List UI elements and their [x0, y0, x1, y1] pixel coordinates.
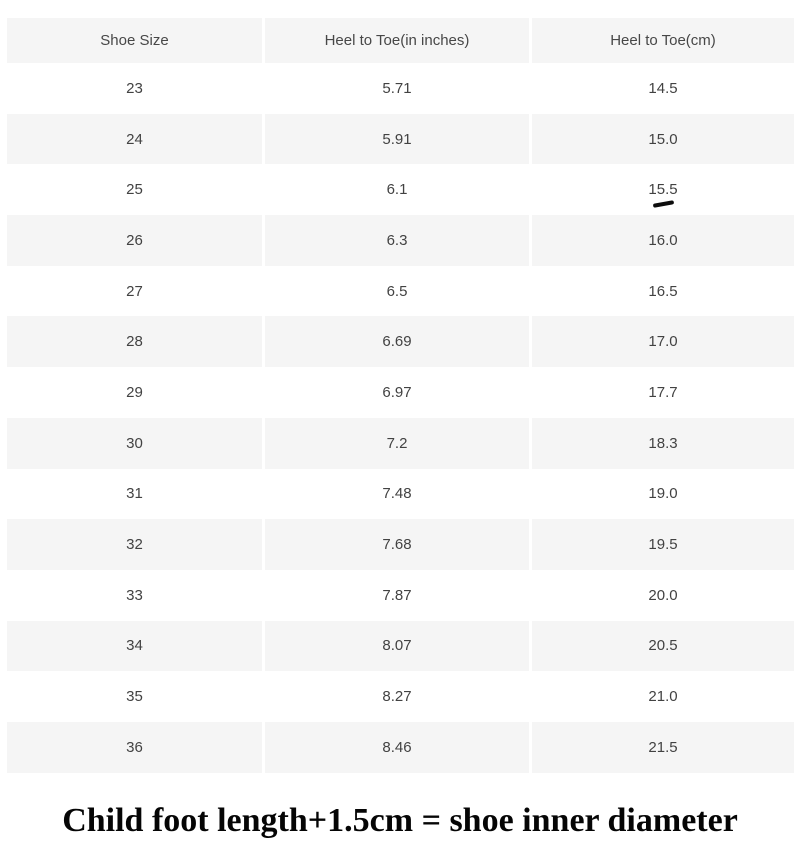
table-cell: 31 [7, 468, 262, 520]
table-row: 36 8.46 21.5 [7, 721, 794, 773]
table-cell: 36 [7, 721, 262, 773]
table-cell: 33 [7, 569, 262, 621]
table-cell: 19.0 [532, 468, 794, 520]
table-cell: 32 [7, 519, 262, 570]
table-cell: 8.46 [265, 721, 529, 773]
table-row: 23 5.71 14.5 [7, 63, 794, 114]
table-cell: 6.97 [265, 367, 529, 418]
table-cell: 18.3 [532, 417, 794, 469]
table-cell: 6.5 [265, 265, 529, 317]
table-cell: 35 [7, 671, 262, 722]
table-cell: 6.3 [265, 215, 529, 266]
table-header-row: Shoe Size Heel to Toe(in inches) Heel to… [7, 18, 794, 63]
table-cell: 15.0 [532, 113, 794, 165]
table-cell: 28 [7, 316, 262, 368]
table-cell: 8.27 [265, 671, 529, 722]
table-body: 23 5.71 14.5 24 5.91 15.0 25 6.1 15.5 26 6.3 16.0 27… [7, 63, 794, 773]
table-cell: 26 [7, 215, 262, 266]
table-row: 33 7.87 20.0 [7, 569, 794, 621]
table-cell: 21.5 [532, 721, 794, 773]
table-cell: 16.0 [532, 215, 794, 266]
header-heel-to-toe-cm: Heel to Toe(cm) [532, 18, 794, 63]
table-cell: 17.7 [532, 367, 794, 418]
table-cell: 14.5 [532, 63, 794, 114]
table-cell: 20.5 [532, 620, 794, 672]
table-cell: 16.5 [532, 265, 794, 317]
header-heel-to-toe-inches: Heel to Toe(in inches) [265, 18, 529, 63]
shoe-size-table: Shoe Size Heel to Toe(in inches) Heel to… [7, 18, 794, 773]
table-row: 35 8.27 21.0 [7, 671, 794, 722]
caption-formula: Child foot length+1.5cm = shoe inner dia… [62, 802, 738, 839]
table-row: 24 5.91 15.0 [7, 113, 794, 165]
table-cell: 27 [7, 265, 262, 317]
table-cell: 21.0 [532, 671, 794, 722]
table-cell: 7.87 [265, 569, 529, 621]
table-cell: 5.91 [265, 113, 529, 165]
table-cell: 8.07 [265, 620, 529, 672]
header-shoe-size: Shoe Size [7, 18, 262, 63]
table-cell: 6.69 [265, 316, 529, 368]
table-cell: 34 [7, 620, 262, 672]
table-row: 34 8.07 20.5 [7, 620, 794, 672]
table-cell: 30 [7, 417, 262, 469]
table-cell: 24 [7, 113, 262, 165]
table-cell: 7.2 [265, 417, 529, 469]
table-cell: 6.1 [265, 164, 529, 216]
table-row: 32 7.68 19.5 [7, 519, 794, 570]
table-row: 27 6.5 16.5 [7, 265, 794, 317]
table-cell: 5.71 [265, 63, 529, 114]
table-cell: 20.0 [532, 569, 794, 621]
table-cell: 17.0 [532, 316, 794, 368]
table-cell: 7.48 [265, 468, 529, 520]
table-cell: 29 [7, 367, 262, 418]
table-row: 28 6.69 17.0 [7, 316, 794, 368]
table-cell: 25 [7, 164, 262, 216]
table-row: 26 6.3 16.0 [7, 215, 794, 266]
table-row: 25 6.1 15.5 [7, 164, 794, 216]
table-row: 30 7.2 18.3 [7, 417, 794, 469]
table-row: 29 6.97 17.7 [7, 367, 794, 418]
table-cell: 19.5 [532, 519, 794, 570]
table-cell: 23 [7, 63, 262, 114]
table-row: 31 7.48 19.0 [7, 468, 794, 520]
table-cell: 15.5 [532, 164, 794, 216]
table-cell: 7.68 [265, 519, 529, 570]
